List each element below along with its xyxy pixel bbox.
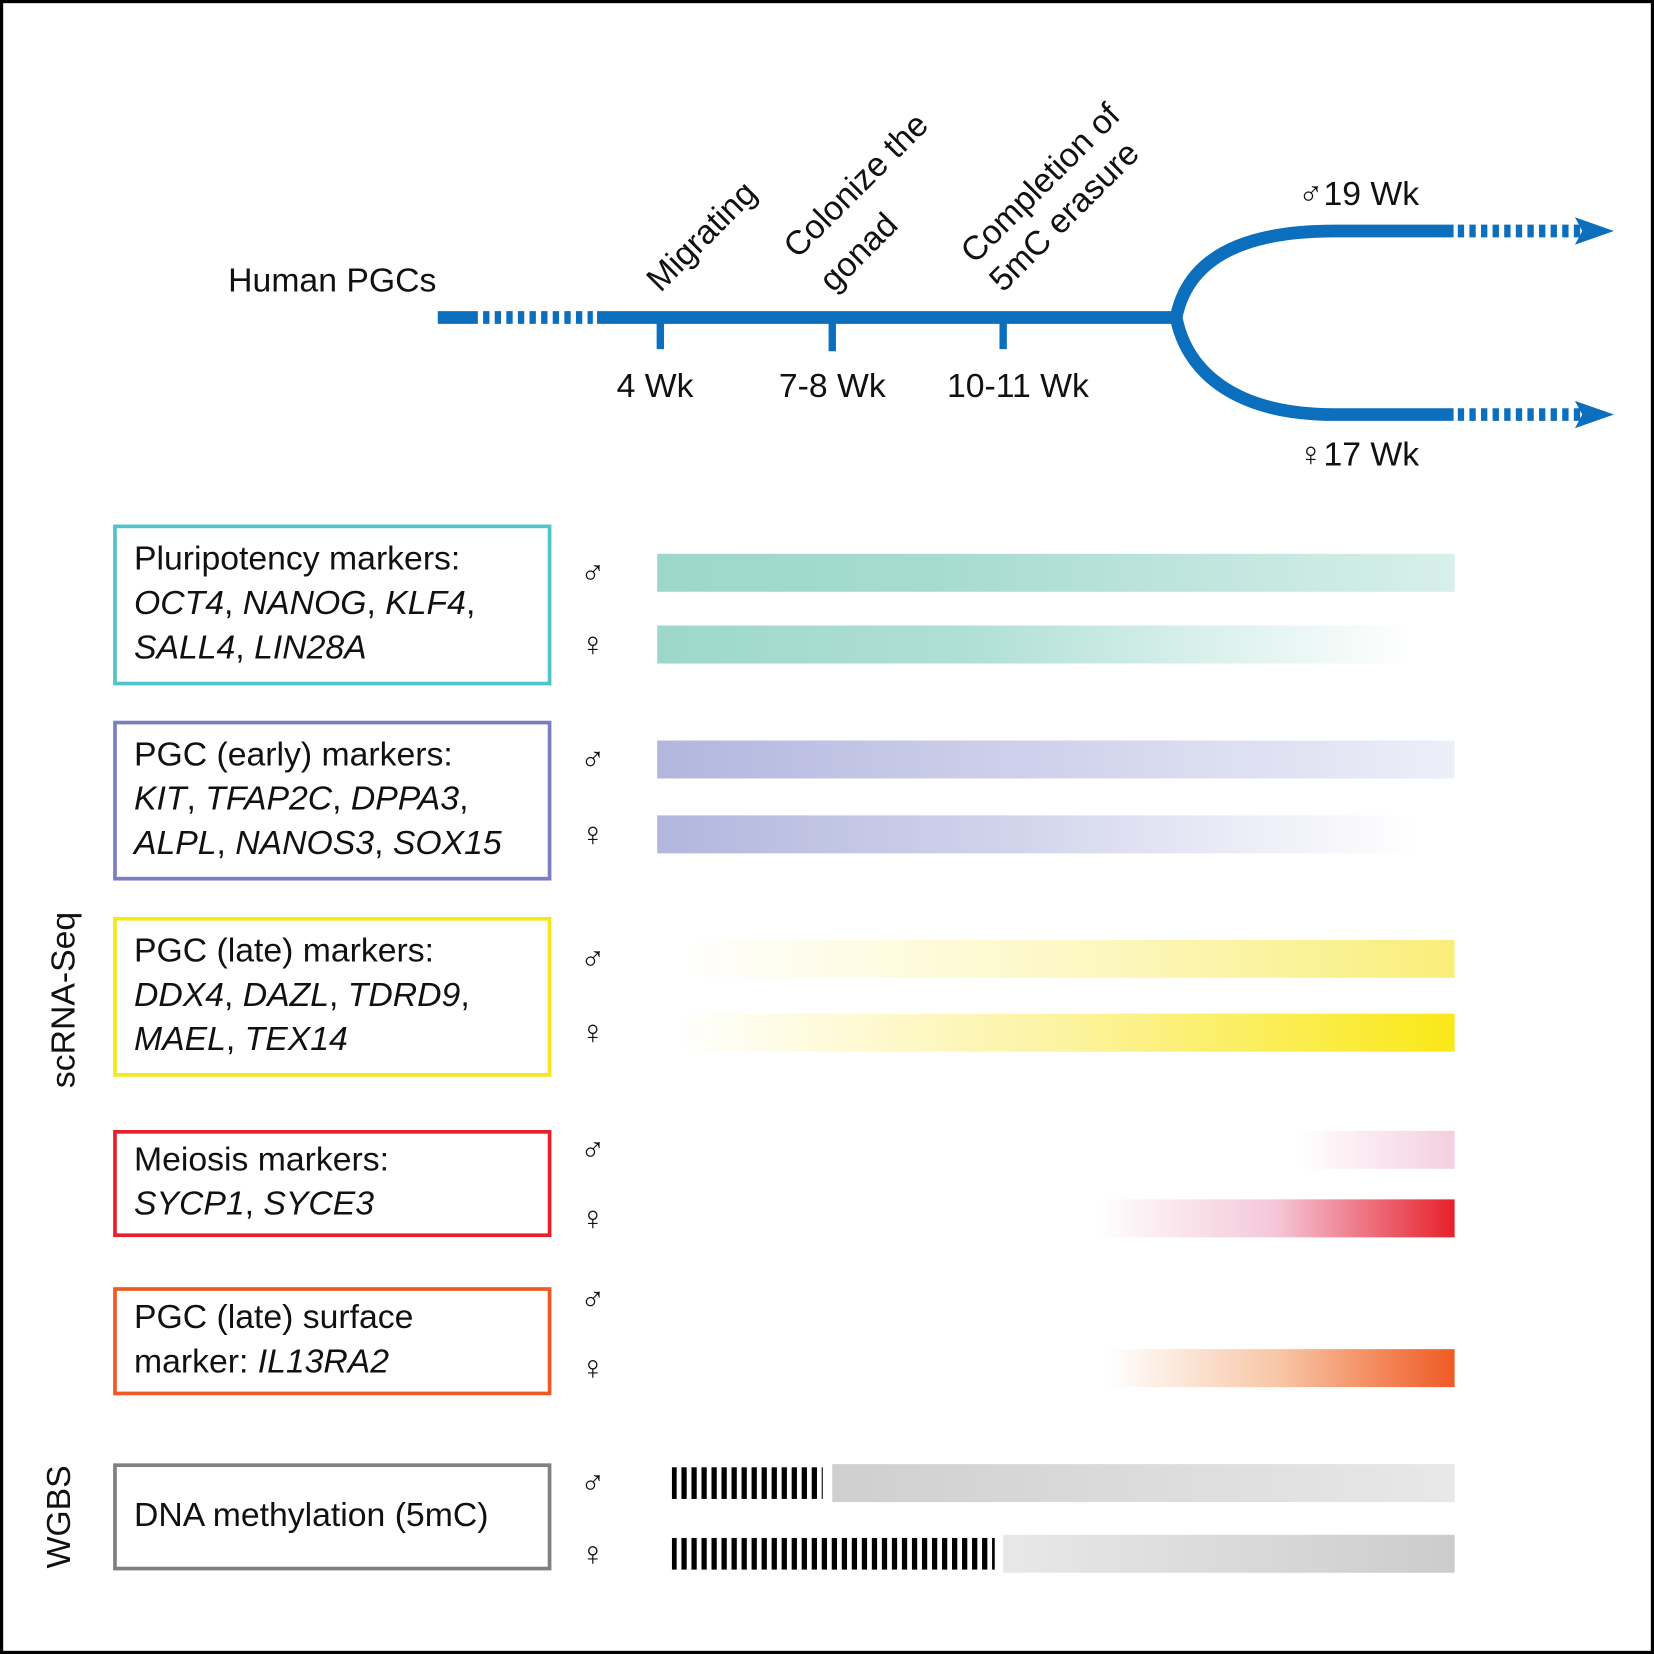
- text-segment: ,: [332, 780, 351, 818]
- text-segment: LIN28A: [254, 628, 367, 666]
- marker-box: [113, 1130, 552, 1238]
- marker-box: [113, 720, 552, 881]
- text-segment: ,: [367, 584, 386, 622]
- male-branch-label: ♂19 Wk: [1298, 175, 1419, 213]
- marker-text: OCT4, NANOG, KLF4,: [134, 584, 475, 622]
- marker-text: Meiosis markers:: [134, 1140, 389, 1178]
- text-segment: PGC (late) surface: [134, 1298, 413, 1336]
- sex-symbol: ♂: [580, 554, 605, 592]
- expression-bar: [832, 1464, 1455, 1503]
- marker-text: MAEL, TEX14: [134, 1020, 348, 1058]
- sex-symbol: ♀: [580, 1014, 605, 1052]
- text-segment: NANOS3: [235, 824, 374, 862]
- expression-bar: [1107, 1349, 1455, 1388]
- sex-symbol: ♀: [580, 626, 605, 664]
- text-segment: ,: [460, 976, 469, 1014]
- sex-symbol: ♂: [580, 1131, 605, 1169]
- text-segment: IL13RA2: [258, 1342, 390, 1380]
- marker-box: [113, 916, 552, 1077]
- text-segment: KIT: [134, 780, 189, 818]
- text-segment: ,: [459, 780, 468, 818]
- marker-box: [113, 524, 552, 686]
- methylation-hatch: [671, 1537, 995, 1570]
- text-segment: ,: [466, 584, 475, 622]
- text-segment: ,: [245, 1185, 264, 1223]
- marker-text: marker: IL13RA2: [134, 1342, 389, 1380]
- marker-text: SALL4, LIN28A: [134, 628, 367, 666]
- expression-bar: [657, 740, 1455, 779]
- marker-text: KIT, TFAP2C, DPPA3,: [134, 780, 469, 818]
- sex-symbol: ♂: [580, 741, 605, 779]
- arrowhead: [1574, 400, 1614, 429]
- text-segment: ,: [226, 1020, 245, 1058]
- sex-symbol: ♀: [580, 1535, 605, 1573]
- sex-symbol: ♂: [580, 1281, 605, 1319]
- text-segment: ,: [217, 824, 236, 862]
- text-segment: marker:: [134, 1342, 258, 1380]
- marker-text: SYCP1, SYCE3: [134, 1185, 374, 1223]
- week-label: 7-8 Wk: [779, 367, 886, 405]
- text-segment: NANOG: [243, 584, 367, 622]
- sex-symbol: ♀: [580, 1349, 605, 1387]
- marker-text: Pluripotency markers:: [134, 540, 460, 578]
- text-segment: ,: [235, 628, 254, 666]
- week-label: 4 Wk: [617, 367, 694, 405]
- text-segment: SALL4: [134, 628, 235, 666]
- method-label: WGBS: [40, 1465, 78, 1568]
- marker-text: PGC (late) surface: [134, 1298, 413, 1336]
- expression-bar: [1297, 1130, 1455, 1169]
- text-segment: SYCE3: [263, 1185, 374, 1223]
- text-segment: PGC (early) markers:: [134, 735, 453, 773]
- sex-symbol: ♀: [580, 815, 605, 853]
- expression-bar: [675, 939, 1455, 978]
- text-segment: TFAP2C: [205, 780, 333, 818]
- text-segment: MAEL: [134, 1020, 226, 1058]
- sex-symbol: ♂: [580, 1464, 605, 1502]
- text-segment: DPPA3: [351, 780, 459, 818]
- arrowhead: [1574, 217, 1614, 245]
- text-segment: Pluripotency markers:: [134, 540, 460, 578]
- marker-text: PGC (early) markers:: [134, 735, 453, 773]
- text-segment: ,: [224, 976, 243, 1014]
- text-segment: DDX4: [134, 976, 224, 1014]
- text-segment: PGC (late) markers:: [134, 931, 434, 969]
- expression-bar: [657, 553, 1455, 592]
- marker-text: DNA methylation (5mC): [134, 1496, 488, 1534]
- expression-bar: [1003, 1534, 1455, 1573]
- text-segment: TEX14: [245, 1020, 348, 1058]
- female-branch-label: ♀17 Wk: [1298, 436, 1419, 474]
- text-segment: ,: [186, 780, 205, 818]
- text-segment: TDRD9: [348, 976, 461, 1014]
- text-segment: DNA methylation (5mC): [134, 1496, 488, 1534]
- marker-text: PGC (late) markers:: [134, 931, 434, 969]
- week-label: 10-11 Wk: [947, 367, 1089, 405]
- marker-text: ALPL, NANOS3, SOX15: [132, 824, 502, 862]
- text-segment: Meiosis markers:: [134, 1140, 389, 1178]
- text-segment: KLF4: [385, 584, 466, 622]
- expression-bar: [675, 1013, 1455, 1052]
- text-segment: OCT4: [134, 584, 224, 622]
- text-segment: ,: [329, 976, 348, 1014]
- expression-bar: [1097, 1199, 1455, 1238]
- method-label: scRNA-Seq: [44, 912, 82, 1088]
- sex-symbol: ♀: [580, 1199, 605, 1237]
- text-segment: ,: [374, 824, 393, 862]
- text-segment: ALPL: [132, 824, 217, 862]
- text-segment: DAZL: [243, 976, 329, 1014]
- methylation-hatch: [671, 1467, 823, 1499]
- text-segment: ,: [224, 584, 243, 622]
- timeline-title: Human PGCs: [228, 262, 436, 300]
- timeline: [437, 224, 1581, 421]
- expression-bar: [657, 815, 1455, 854]
- marker-box: [113, 1287, 552, 1396]
- marker-box: [113, 1463, 552, 1571]
- marker-text: DDX4, DAZL, TDRD9,: [134, 976, 470, 1014]
- sex-symbol: ♂: [580, 940, 605, 978]
- text-segment: SYCP1: [134, 1185, 245, 1223]
- text-segment: SOX15: [393, 824, 502, 862]
- expression-bar: [657, 625, 1455, 664]
